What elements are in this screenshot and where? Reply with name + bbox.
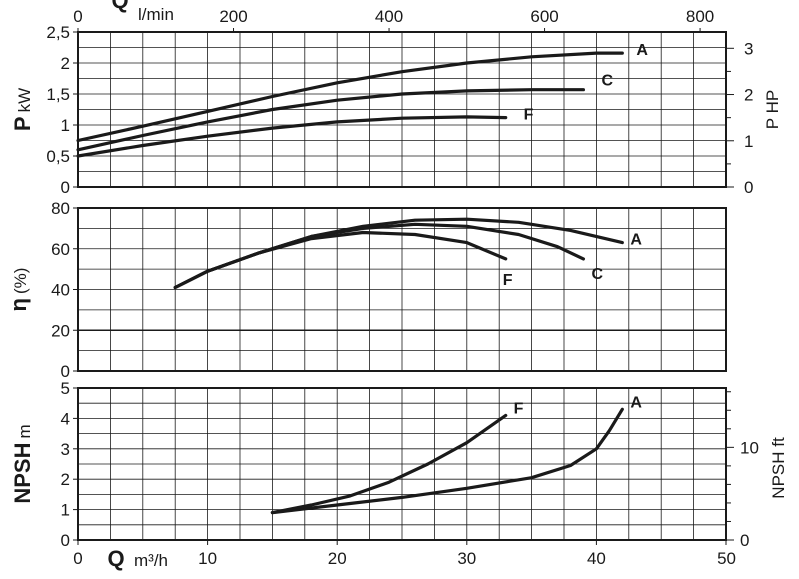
y2-tick-label: 0 [744,178,753,197]
y-axis-title: PkW [10,88,35,131]
curve-label-c: C [591,266,603,283]
y-tick-label: 0 [61,178,70,197]
top-tick-label: 400 [375,7,403,26]
y2-tick-label: 3 [744,39,753,58]
panel-frame [77,387,727,541]
x-axis-unit: m³/h [134,551,168,570]
x-tick-label: 0 [73,549,82,568]
y-tick-label: 5 [61,379,70,398]
curve-a [173,217,624,290]
x-tick-label: 10 [198,549,217,568]
y-tick-label: 1 [61,116,70,135]
y2-tick-label: 10 [740,438,759,457]
y-tick-label: 2 [61,470,70,489]
x-tick-label: 30 [457,549,476,568]
top-tick-label: 200 [219,7,247,26]
top-axis-title: Q [111,0,128,13]
y-tick-label: 2 [61,54,70,73]
x-tick-label: 50 [717,549,736,568]
curve-label-f: F [514,400,524,417]
curve-f [173,230,508,290]
top-axis-unit: l/min [138,5,174,24]
y-tick-label: 3 [61,440,70,459]
curve-a [76,51,624,143]
y-tick-label: 1 [61,501,70,520]
y-tick-label: 60 [51,240,70,259]
y-tick-label: 0 [61,531,70,550]
top-tick-label: 600 [530,7,558,26]
y-tick-label: 20 [51,321,70,340]
y-tick-label: 4 [61,409,70,428]
curve-f [270,413,508,515]
x-tick-label: 20 [328,549,347,568]
y-tick-label: 0 [61,362,70,381]
top-tick-label: 0 [73,7,82,26]
y-tick-label: 80 [51,199,70,218]
curve-label-f: F [503,272,513,289]
curve-label-a: A [636,42,648,59]
x-tick-label: 40 [587,549,606,568]
y-tick-label: 40 [51,281,70,300]
x-axis-title: Q [107,546,124,571]
y2-axis-title: P HP [763,90,782,129]
y2-tick-label: 1 [744,132,753,151]
curve-label-c: C [601,73,613,90]
y-axis-title: η(%) [6,268,31,312]
y2-axis-title: NPSH ft [769,437,788,499]
y-tick-label: 0,5 [46,147,70,166]
curve-label-a: A [630,232,642,249]
top-tick-label: 800 [686,7,714,26]
curve-f [76,115,508,158]
curve-label-a: A [630,394,642,411]
y2-tick-label: 2 [744,86,753,105]
curve-label-f: F [524,107,534,124]
panel-frame [77,31,727,188]
y-tick-label: 2,5 [46,23,70,42]
curve-c [76,88,585,152]
y2-tick-label: 0 [740,531,749,550]
y-tick-label: 1,5 [46,85,70,104]
y-axis-title: NPSHm [10,424,35,503]
curve-a [270,407,624,515]
